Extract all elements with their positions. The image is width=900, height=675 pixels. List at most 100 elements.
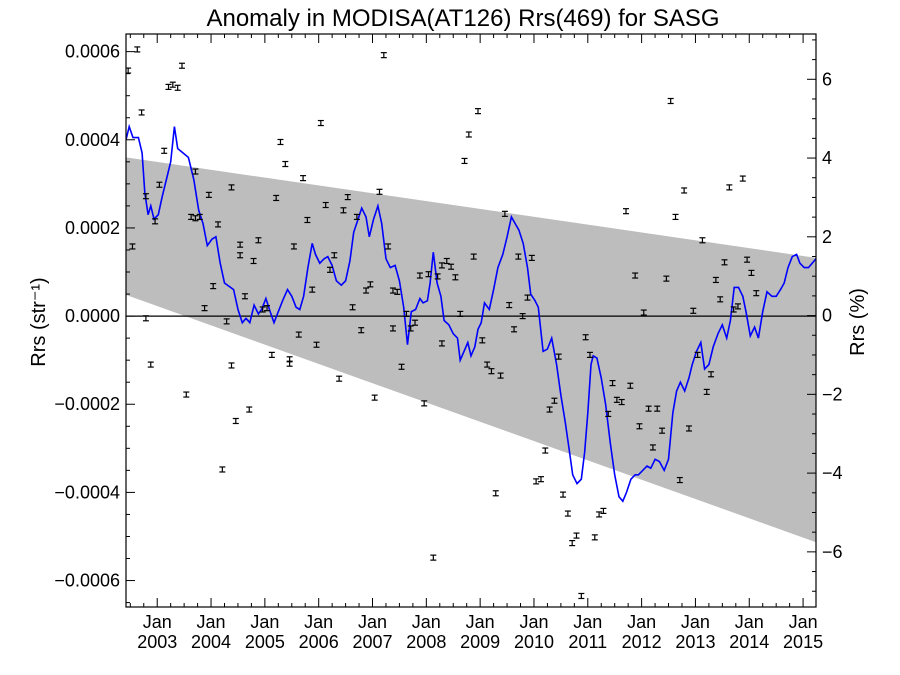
data-point — [317, 119, 324, 127]
y-tick-label-right: −6 — [822, 542, 843, 562]
data-point — [192, 215, 199, 222]
data-point — [663, 275, 670, 282]
data-point — [205, 191, 212, 198]
data-point — [416, 272, 423, 279]
data-point — [183, 391, 190, 398]
data-point — [734, 303, 741, 310]
data-point — [748, 269, 755, 276]
data-point — [219, 466, 226, 473]
data-point — [479, 337, 486, 344]
data-point — [551, 397, 558, 404]
data-point — [448, 263, 455, 270]
data-point — [694, 351, 701, 358]
data-point — [430, 554, 437, 561]
data-point — [188, 213, 195, 221]
data-point — [196, 213, 203, 221]
chart-title: Anomaly in MODISA(AT126) Rrs(469) for SA… — [206, 5, 719, 32]
data-point — [542, 447, 549, 454]
x-tick-label-year: 2009 — [460, 632, 500, 652]
data-point — [169, 81, 176, 88]
data-point — [142, 315, 149, 322]
data-point — [484, 361, 491, 368]
x-tick-label-month: Jan — [466, 612, 495, 632]
data-point — [744, 256, 751, 263]
data-point — [304, 216, 311, 224]
data-point — [488, 368, 495, 375]
data-point — [178, 62, 185, 69]
data-point — [268, 351, 275, 358]
data-point — [515, 253, 522, 260]
x-tick-label-month: Jan — [304, 612, 333, 632]
data-point — [699, 237, 706, 244]
data-point — [434, 273, 441, 280]
data-point — [295, 331, 302, 338]
y-tick-label-left: 0.0006 — [65, 42, 120, 62]
x-tick-label-year: 2008 — [406, 632, 446, 652]
data-point — [412, 319, 419, 326]
data-point — [376, 188, 383, 195]
data-point — [465, 131, 472, 138]
data-point — [627, 382, 634, 389]
data-point — [586, 351, 593, 358]
x-tick-label-year: 2007 — [352, 632, 392, 652]
data-point — [667, 97, 674, 105]
data-point — [470, 253, 477, 260]
data-point — [546, 406, 553, 413]
x-tick-label-month: Jan — [627, 612, 656, 632]
data-point — [309, 286, 316, 293]
data-point — [367, 281, 374, 288]
data-point — [363, 287, 370, 294]
data-point — [560, 491, 567, 498]
data-point — [569, 539, 576, 547]
data-point — [340, 207, 347, 214]
data-point — [712, 276, 719, 284]
data-point — [591, 534, 598, 541]
data-point — [600, 507, 607, 515]
data-point — [685, 425, 692, 432]
x-tick-label-month: Jan — [789, 612, 818, 632]
data-point — [389, 325, 396, 332]
data-point — [613, 396, 620, 403]
data-point — [389, 287, 396, 294]
data-point — [228, 184, 235, 191]
data-point — [492, 490, 499, 497]
data-point — [156, 181, 163, 188]
y-tick-label-right: 4 — [822, 148, 832, 168]
x-tick-label-month: Jan — [681, 612, 710, 632]
data-point — [654, 405, 661, 412]
data-point — [632, 272, 639, 279]
data-point — [690, 307, 697, 314]
data-point — [425, 271, 432, 278]
data-point — [421, 400, 428, 407]
data-point — [228, 362, 235, 369]
data-point — [618, 398, 625, 406]
data-point — [623, 208, 630, 215]
x-tick-label-year: 2003 — [137, 632, 177, 652]
data-point — [385, 243, 392, 250]
x-tick-label-year: 2004 — [191, 632, 231, 652]
data-point — [161, 147, 168, 154]
data-point — [165, 83, 172, 90]
data-point — [578, 592, 585, 600]
x-tick-label-year: 2006 — [299, 632, 339, 652]
x-tick-label-month: Jan — [143, 612, 172, 632]
data-point — [506, 301, 513, 309]
data-point — [353, 213, 360, 221]
data-point — [438, 340, 445, 347]
data-point — [201, 305, 208, 312]
data-point — [313, 341, 320, 348]
data-point — [273, 194, 280, 202]
data-point — [573, 532, 580, 539]
data-point — [497, 372, 504, 379]
x-tick-label-year: 2012 — [622, 632, 662, 652]
y-tick-label-left: 0.0000 — [65, 306, 120, 326]
data-point — [511, 326, 518, 333]
y-tick-label-right: 0 — [822, 306, 832, 326]
x-tick-label-month: Jan — [197, 612, 226, 632]
data-point — [753, 290, 760, 297]
data-point — [636, 423, 643, 430]
y-axis-label-left: Rrs (str⁻¹) — [28, 277, 50, 366]
data-point — [138, 109, 145, 116]
data-point — [326, 266, 333, 273]
data-point — [403, 310, 410, 317]
